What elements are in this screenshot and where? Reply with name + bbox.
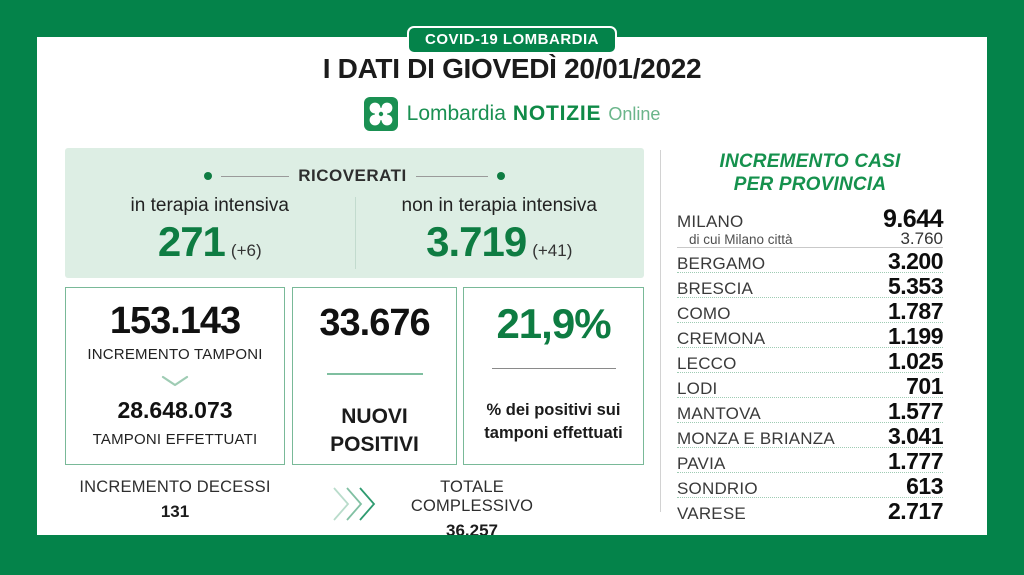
province-value: 2.717 <box>887 498 944 525</box>
header-rule-right <box>415 175 488 177</box>
province-name: MILANO <box>677 212 744 232</box>
province-sub-name: di cui Milano città <box>689 232 793 248</box>
table-row: MANTOVA 1.577 <box>677 398 944 425</box>
province-value: 5.353 <box>887 273 944 300</box>
divider-line <box>491 368 616 369</box>
province-name: BRESCIA <box>677 279 754 299</box>
nuovi-positivi-label: NUOVI POSITIVI <box>330 403 419 458</box>
percentuale-label-line1: % dei positivi sui <box>486 401 621 419</box>
terapia-intensiva-label: in terapia intensiva <box>130 195 289 216</box>
table-row: LODI 701 <box>677 373 943 400</box>
frame-bottom <box>0 535 1024 575</box>
province-value: 3.200 <box>887 248 944 275</box>
tamponi-box: 153.143 INCREMENTO TAMPONI 28.648.073 TA… <box>65 287 285 465</box>
table-row: SONDRIO 613 <box>677 473 943 500</box>
province-sub-value: 3.760 <box>900 229 943 249</box>
table-row: COMO 1.787 <box>677 298 944 325</box>
ricoverati-title: RICOVERATI <box>298 166 407 185</box>
incremento-tamponi-value: 153.143 <box>109 300 241 342</box>
province-value: 1.199 <box>887 323 944 350</box>
province-value: 3.041 <box>887 423 944 450</box>
ricoverati-header: RICOVERATI <box>65 148 644 186</box>
page-title: I DATI DI GIOVEDÌ 20/01/2022 <box>322 53 702 84</box>
nuovi-positivi-label-line1: NUOVI <box>341 405 408 428</box>
totale-complessivo-label: TOTALE COMPLESSIVO <box>410 478 534 515</box>
province-name: CREMONA <box>677 329 766 349</box>
bullet-dot-icon <box>204 172 213 180</box>
logo-brand-text: Lombardia <box>406 102 506 125</box>
table-row: BERGAMO 3.200 <box>677 248 944 275</box>
province-name: MONZA E BRIANZA <box>677 429 835 449</box>
frame-right <box>987 0 1024 575</box>
column-divider <box>354 197 356 269</box>
logo-notizie-text: NOTIZIE <box>512 102 602 125</box>
table-row: CREMONA 1.199 <box>677 323 944 350</box>
table-row: LECCO 1.025 <box>677 348 944 375</box>
lombardia-notizie-logo: Lombardia NOTIZIE Online <box>0 97 1024 131</box>
header-rule-left <box>221 175 290 177</box>
province-value: 701 <box>906 373 943 400</box>
table-row-milano-citta: di cui Milano città 3.760 <box>677 229 943 249</box>
table-row: MONZA E BRIANZA 3.041 <box>677 423 944 450</box>
province-value: 9.644 <box>882 205 944 234</box>
table-row: VARESE 2.717 <box>677 498 944 525</box>
logo-online-text: Online <box>608 104 661 124</box>
percentuale-label: % dei positivi sui tamponi effettuati <box>484 399 622 445</box>
province-value: 613 <box>906 473 943 500</box>
non-terapia-intensiva-delta: (+41) <box>532 241 573 260</box>
nuovi-positivi-value: 33.676 <box>319 302 430 344</box>
table-row: BRESCIA 5.353 <box>677 273 944 300</box>
nuovi-positivi-label-line2: POSITIVI <box>330 432 419 456</box>
province-name: MANTOVA <box>677 404 761 424</box>
province-name: VARESE <box>677 504 746 524</box>
percentuale-value: 21,9% <box>496 300 611 347</box>
incremento-decessi-label: INCREMENTO DECESSI <box>79 478 271 496</box>
terapia-intensiva-delta: (+6) <box>230 241 262 260</box>
province-name: LODI <box>677 379 718 399</box>
province-value: 1.787 <box>887 298 944 325</box>
terapia-intensiva-value: 271 <box>157 218 226 265</box>
non-terapia-intensiva-stat: non in terapia intensiva 3.719 (+41) <box>355 195 645 266</box>
table-row-milano: MILANO 9.644 <box>677 205 944 233</box>
incremento-decessi-value: 131 <box>160 502 190 521</box>
non-terapia-intensiva-label: non in terapia intensiva <box>401 195 597 216</box>
province-value: 1.777 <box>887 448 944 475</box>
incremento-decessi-stat: INCREMENTO DECESSI 131 <box>65 478 285 522</box>
province-title: INCREMENTO CASI PER PROVINCIA <box>677 150 943 196</box>
province-table: MILANO 9.644 di cui Milano città 3.760 B… <box>677 205 944 525</box>
province-name: BERGAMO <box>677 254 766 274</box>
bullet-dot-icon <box>496 172 505 180</box>
incremento-tamponi-label: INCREMENTO TAMPONI <box>87 346 263 363</box>
chevron-down-icon <box>161 375 189 387</box>
province-value: 1.025 <box>887 348 944 375</box>
province-name: SONDRIO <box>677 479 758 499</box>
province-name: COMO <box>677 304 731 324</box>
percentuale-box: 21,9% % dei positivi sui tamponi effettu… <box>463 287 644 465</box>
tamponi-effettuati-label: TAMPONI EFFETTUATI <box>92 431 258 448</box>
section-divider <box>660 150 661 512</box>
tamponi-effettuati-value: 28.648.073 <box>117 397 233 423</box>
covid-lombardia-badge: COVID-19 LOMBARDIA <box>406 26 618 54</box>
divider-line <box>326 373 423 375</box>
table-row: PAVIA 1.777 <box>677 448 944 475</box>
ricoverati-panel: RICOVERATI in terapia intensiva 271 (+6) … <box>65 148 644 278</box>
province-title-line1: INCREMENTO CASI <box>719 151 901 172</box>
frame-left <box>0 0 37 575</box>
totale-complessivo-stat: TOTALE COMPLESSIVO 36.257 <box>381 478 563 541</box>
triple-chevron-right-icon <box>333 487 376 521</box>
rosa-camuna-icon <box>363 97 398 131</box>
province-name: PAVIA <box>677 454 726 474</box>
nuovi-positivi-box: 33.676 NUOVI POSITIVI <box>292 287 457 465</box>
non-terapia-intensiva-value: 3.719 <box>426 218 527 265</box>
terapia-intensiva-stat: in terapia intensiva 271 (+6) <box>65 195 355 266</box>
province-title-line2: PER PROVINCIA <box>733 174 887 196</box>
province-panel: INCREMENTO CASI PER PROVINCIA MILANO 9.6… <box>677 150 944 525</box>
percentuale-label-line2: tamponi effettuati <box>484 423 623 442</box>
province-value: 1.577 <box>887 398 944 425</box>
province-name: LECCO <box>677 354 737 374</box>
